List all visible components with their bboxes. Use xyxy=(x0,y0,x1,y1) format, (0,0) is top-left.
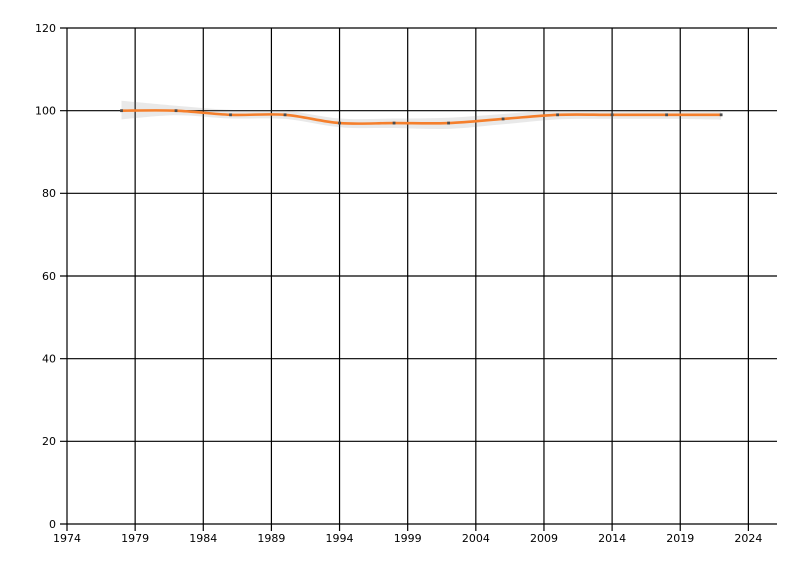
x-axis-tick-label: 2019 xyxy=(666,532,694,545)
data-point-marker xyxy=(283,113,287,117)
y-axis-tick-label: 0 xyxy=(49,518,56,531)
data-point-marker xyxy=(229,113,232,117)
data-point-marker xyxy=(665,113,669,117)
y-axis-tick-label: 20 xyxy=(42,435,56,448)
x-axis-tick-label: 2009 xyxy=(530,532,558,545)
y-axis-tick-label: 60 xyxy=(42,270,56,283)
x-axis-tick-label: 1979 xyxy=(121,532,149,545)
data-point-marker xyxy=(338,121,341,125)
x-axis-tick-label: 1994 xyxy=(326,532,354,545)
x-axis-tick-label: 1974 xyxy=(53,532,81,545)
data-point-marker xyxy=(447,121,450,125)
y-axis-tick-label: 40 xyxy=(42,352,56,365)
data-point-marker xyxy=(501,117,505,121)
y-axis-tick-label: 100 xyxy=(35,104,56,117)
x-axis-tick-label: 1984 xyxy=(189,532,217,545)
data-point-marker xyxy=(174,109,178,113)
series-line xyxy=(120,109,723,125)
data-point-marker xyxy=(556,113,559,117)
data-point-marker xyxy=(610,113,614,117)
x-axis-tick-label: 1999 xyxy=(394,532,422,545)
y-axis-tick-label: 120 xyxy=(35,22,56,35)
y-axis-tick-label: 80 xyxy=(42,187,56,200)
x-axis-tick-label: 2014 xyxy=(598,532,626,545)
x-axis-tick-label: 1989 xyxy=(257,532,285,545)
data-point-marker xyxy=(719,113,723,117)
x-axis-tick-label: 2004 xyxy=(462,532,490,545)
data-point-marker xyxy=(120,109,123,113)
x-axis-tick-label: 2024 xyxy=(734,532,762,545)
data-point-marker xyxy=(392,121,396,125)
